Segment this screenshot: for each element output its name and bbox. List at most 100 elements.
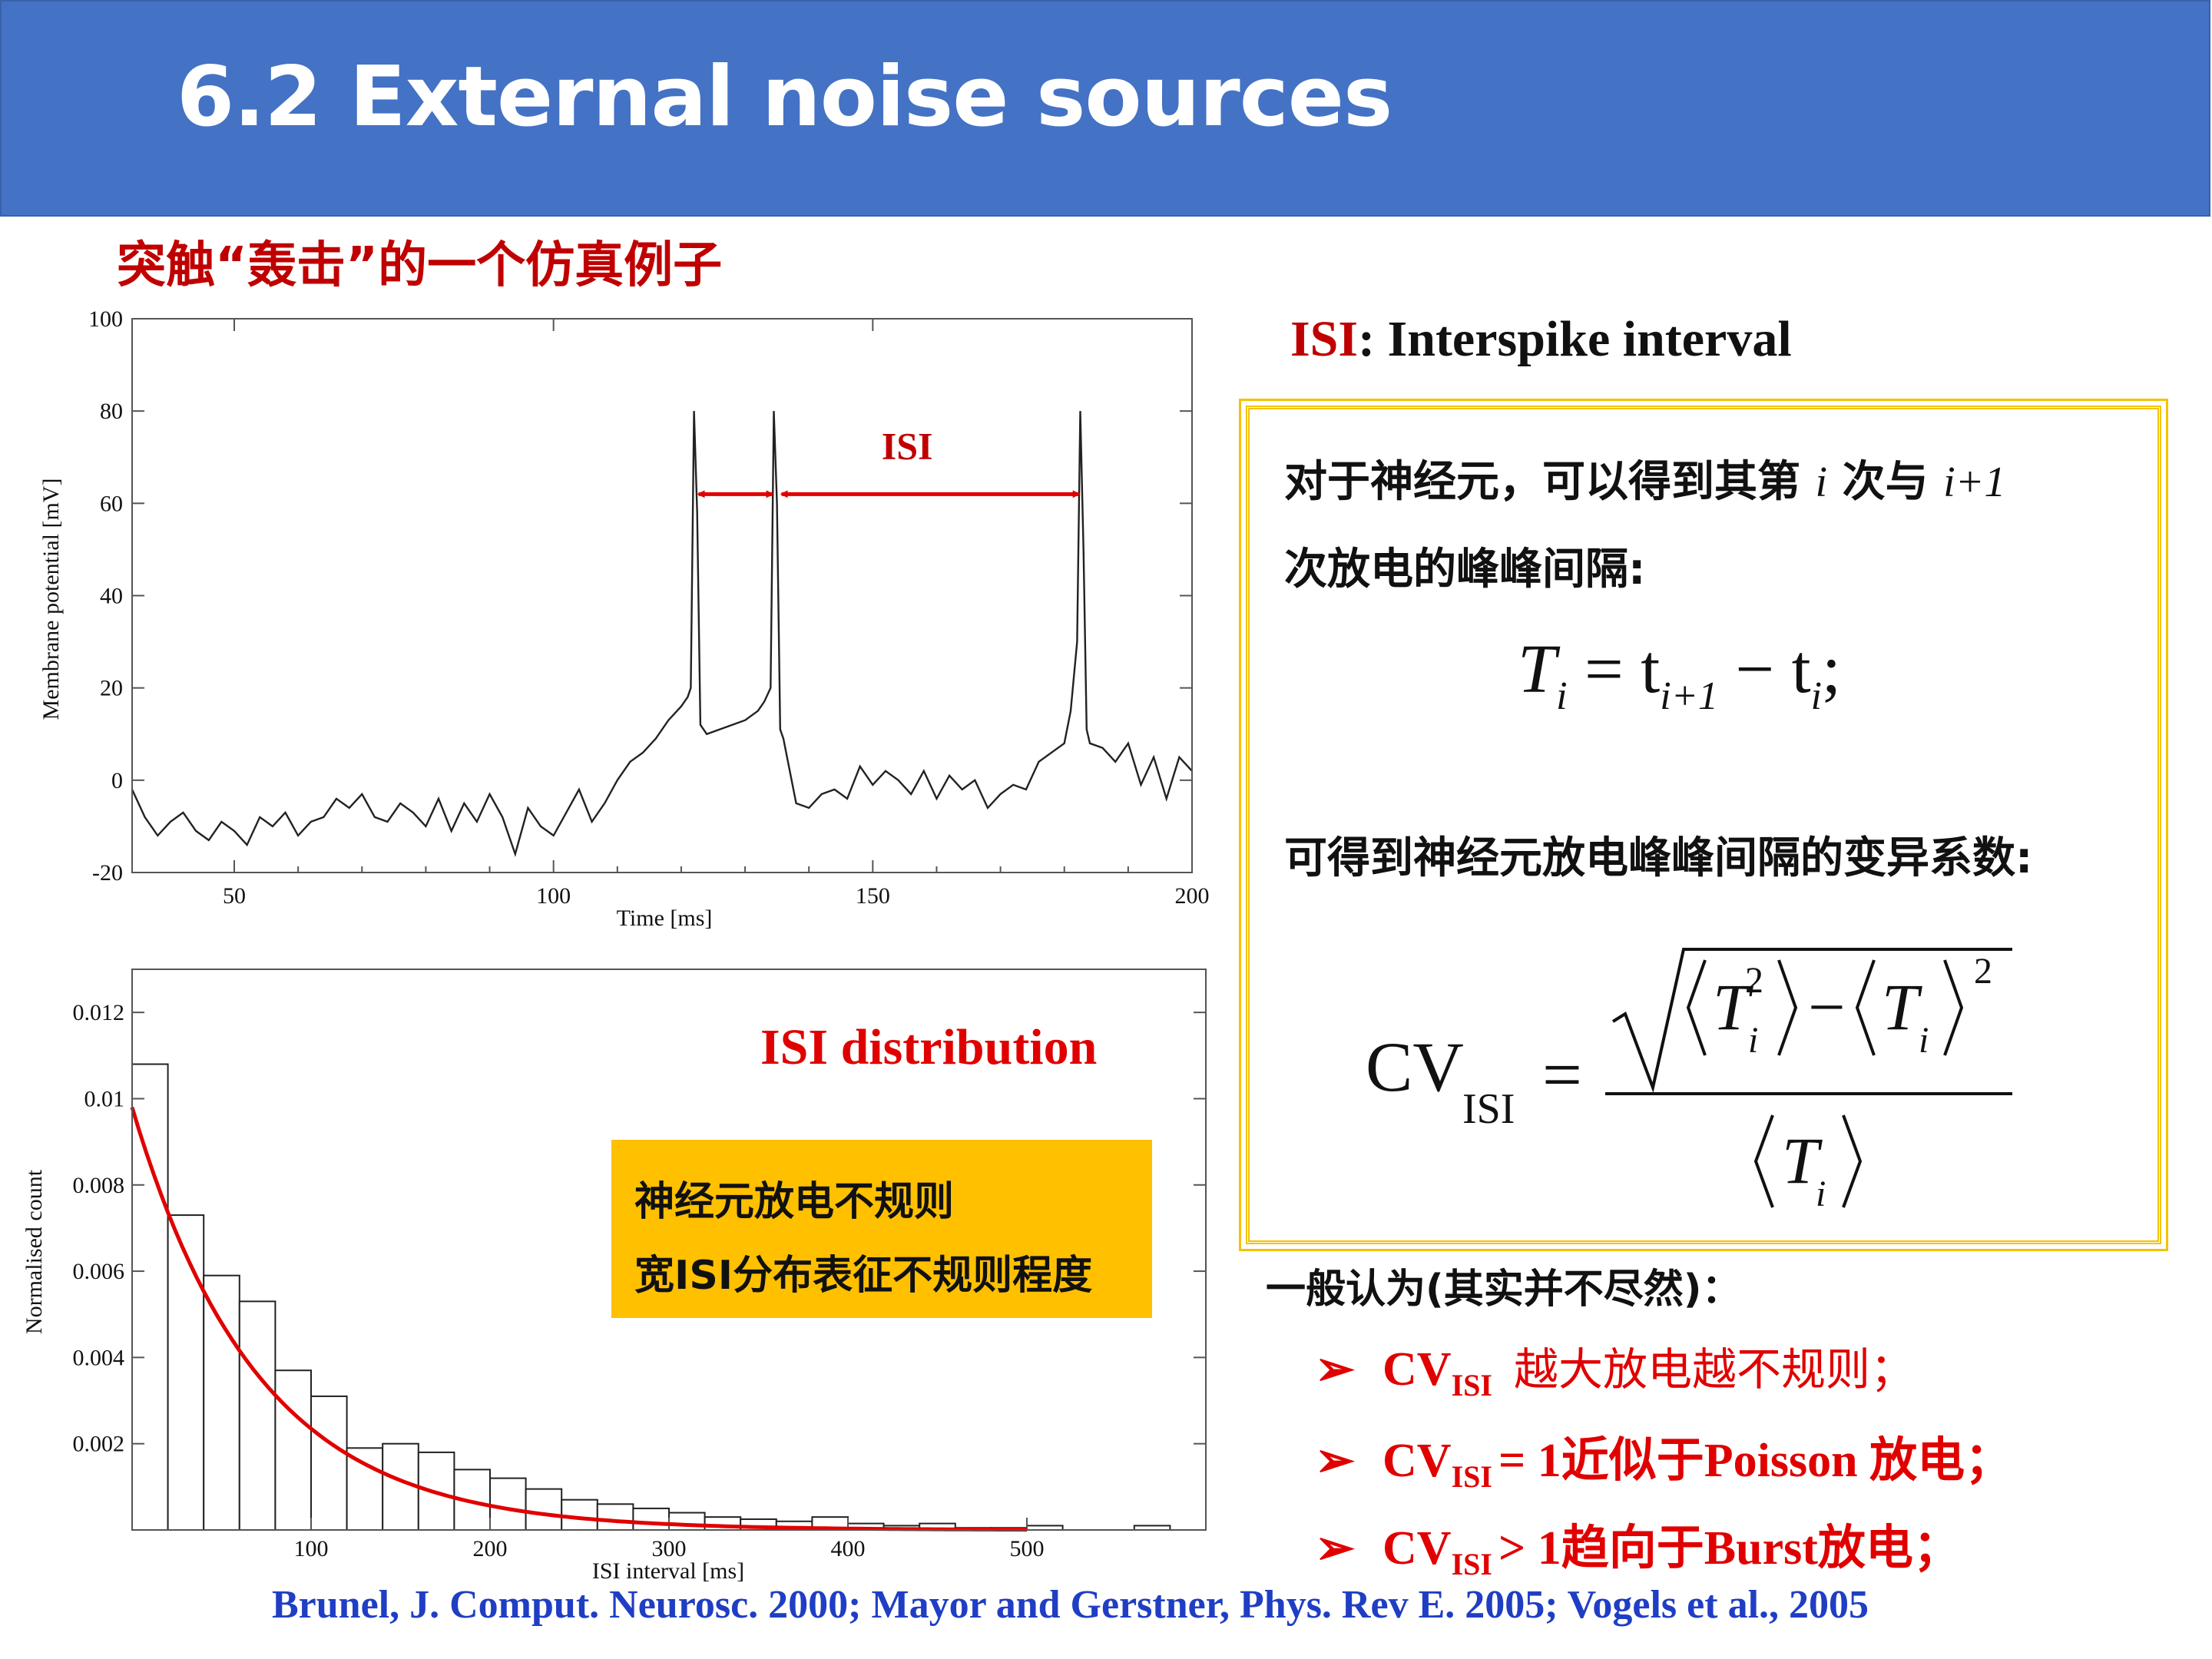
formula-sub-i2: i [1810, 674, 1823, 718]
histogram-bar [668, 1512, 706, 1531]
bullet-text: 越大放电越不规则； [1513, 1343, 1915, 1396]
slide-subtitle: 突触“轰击”的一个仿真例子 [117, 237, 723, 294]
histogram-bar [489, 1477, 527, 1531]
histogram-bar [525, 1488, 563, 1532]
bullet-arrow-icon: ➢ [1315, 1522, 1355, 1575]
y-tick-label: 20 [100, 676, 123, 701]
x-tick-label: 150 [856, 883, 890, 909]
cv-den-T: T [1782, 1124, 1823, 1197]
cv-num-i1: i [1748, 1020, 1758, 1061]
formula-sub-i1: i+1 [1660, 674, 1718, 718]
histogram-bar [596, 1503, 634, 1531]
box-line-1: 对于神经元，可以得到其第 i 次与 i+1 [1284, 447, 2005, 509]
bullet-cv: CV [1382, 1435, 1452, 1487]
histogram-bar [238, 1300, 276, 1531]
note-line-2: 宽ISI分布表征不规则程度 [634, 1253, 1093, 1299]
formula-sub-i: i [1556, 674, 1568, 718]
isi-definition: ISI: Interspike interval [1290, 310, 1792, 369]
x-tick-label: 200 [1175, 883, 1210, 909]
x-tick-label: 400 [831, 1536, 866, 1561]
x-tick-label: 200 [473, 1536, 508, 1561]
bullet-cv-sub: ISI [1451, 1459, 1492, 1494]
bullet-item: ➢ CVISI > 1趋向于Burst放电； [1315, 1508, 1961, 1582]
bullet-arrow-icon: ➢ [1315, 1343, 1355, 1396]
formula-end: ; [1822, 631, 1842, 707]
y-tick-label: 60 [100, 491, 123, 516]
irregularity-note: 神经元放电不规则 宽ISI分布表征不规则程度 [611, 1140, 1152, 1318]
bullet-cv-sub: ISI [1451, 1368, 1492, 1402]
box-line-1-text-b: 次与 [1842, 457, 1929, 507]
title-bar: 6.2 External noise sources [0, 0, 2210, 217]
cv-num-i2: i [1919, 1020, 1929, 1061]
y-tick-label: 0.004 [73, 1345, 125, 1370]
histogram-title: ISI distribution [760, 1019, 1097, 1075]
isi-formula: Ti = ti+1 − ti; [1518, 630, 1841, 719]
formula-eq: = t [1567, 631, 1661, 707]
histogram-bar [346, 1447, 384, 1531]
index-i-plus-1: i+1 [1943, 459, 2006, 506]
cv-num-sq2: 2 [1974, 951, 1992, 992]
definition-box [1239, 399, 2168, 1251]
box-line-3: 可得到神经元放电峰峰间隔的变异系数: [1284, 833, 2033, 883]
cv-num-minus: − [1808, 970, 1846, 1044]
cv-den-i: i [1816, 1174, 1826, 1214]
x-tick-label: 50 [223, 883, 246, 909]
cv-label: CV [1366, 1028, 1464, 1106]
cv-num-sq1: 2 [1745, 960, 1763, 1001]
histogram-bar [561, 1498, 598, 1532]
y-tick-label: 0 [111, 768, 123, 793]
cv-formula: CV ISI = T 2 i − T i 2 T i [1366, 948, 2012, 1214]
box-line-2: 次放电的峰峰间隔: [1284, 545, 1646, 594]
formula-minus: − t [1717, 631, 1811, 707]
histogram-bar [632, 1507, 671, 1532]
references: Brunel, J. Comput. Neurosc. 2000; Mayor … [272, 1583, 1869, 1627]
membrane-potential-chart: 50 100 150 200 -20 0 20 40 60 80 100 ISI Time [ms]… [38, 306, 1210, 931]
y-tick-label: 0.006 [73, 1259, 125, 1284]
bullet-arrow-icon: ➢ [1315, 1435, 1355, 1487]
cv-num-T2: T [1882, 970, 1922, 1044]
bullet-cv: CV [1382, 1522, 1452, 1575]
histogram-bar [167, 1214, 205, 1531]
x-tick-label: 100 [536, 883, 571, 909]
y-axis-label: Membrane potential [mV] [38, 478, 64, 720]
bullet-cv-sub: ISI [1451, 1547, 1492, 1581]
bullet-text: = 1近似于Poisson 放电； [1498, 1435, 2013, 1487]
bullet-item: ➢ CVISI = 1近似于Poisson 放电； [1315, 1421, 2012, 1495]
y-tick-label: 0.008 [73, 1173, 125, 1198]
x-axis-label: ISI interval [ms] [592, 1558, 744, 1584]
x-tick-label: 300 [652, 1536, 687, 1561]
y-axis-label: Normalised count [22, 1169, 47, 1334]
y-tick-label: 0.012 [73, 1000, 125, 1025]
note-line-1: 神经元放电不规则 [634, 1179, 955, 1225]
histogram-bar [203, 1274, 240, 1531]
y-tick-label: 40 [100, 584, 123, 609]
cv-eq: = [1542, 1035, 1582, 1114]
histogram-bar [310, 1395, 348, 1532]
y-tick-label: 80 [100, 399, 123, 424]
bullet-item: ➢ CVISI 越大放电越不规则； [1315, 1333, 1915, 1403]
membrane-potential-line [131, 411, 1193, 858]
exponential-fit-curve [130, 1106, 1028, 1532]
slide-title: 6.2 External noise sources [177, 49, 1392, 145]
histogram-bar [131, 1063, 169, 1532]
y-tick-label: 0.01 [84, 1086, 125, 1111]
y-tick-label: -20 [92, 860, 123, 886]
y-tick-label: 0.002 [73, 1432, 125, 1457]
x-tick-label: 100 [294, 1536, 329, 1561]
plot-frame [131, 969, 1207, 1531]
histogram-bar [274, 1369, 312, 1531]
cv-num-T1: T [1713, 970, 1753, 1044]
index-i: i [1815, 459, 1828, 506]
general-remark: 一般认为(其实并不尽然)： [1266, 1267, 1742, 1313]
isi-histogram-chart: 100 200 300 400 500 0.002 0.004 0.006 0.008 0.01 0… [22, 969, 1207, 1584]
x-axis-label: Time [ms] [617, 906, 713, 931]
isi-abbr: ISI [1290, 311, 1359, 367]
isi-annotation-label: ISI [882, 424, 933, 467]
formula-T: T [1518, 631, 1557, 707]
isi-full-name: : Interspike interval [1358, 311, 1792, 367]
bullet-cv: CV [1382, 1343, 1452, 1396]
cv-sub: ISI [1462, 1085, 1515, 1133]
y-tick-label: 100 [88, 306, 123, 332]
plot-frame [131, 318, 1193, 873]
bullet-text: > 1趋向于Burst放电； [1498, 1522, 1961, 1575]
